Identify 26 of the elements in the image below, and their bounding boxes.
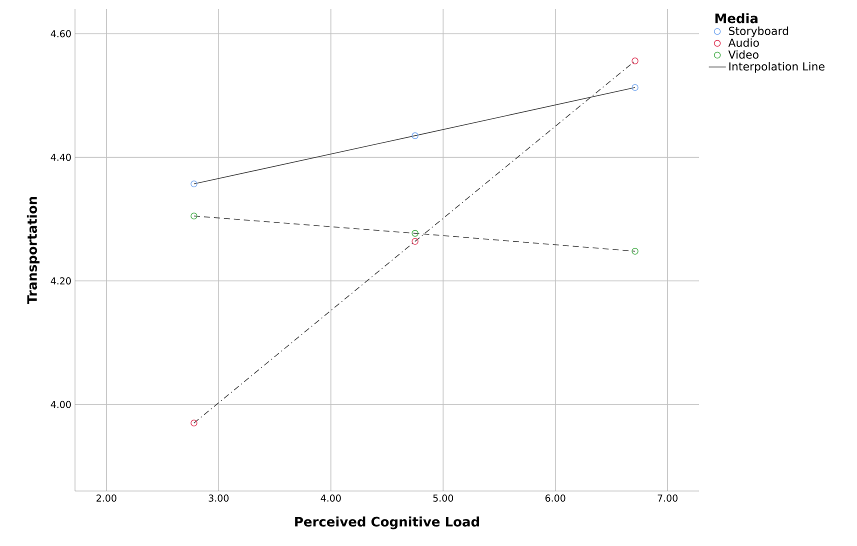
legend-label: Video (728, 50, 758, 59)
x-tick-label: 6.00 (545, 494, 566, 502)
legend-label: Storyboard (728, 26, 788, 38)
y-tick-label: 4.20 (50, 277, 71, 284)
y-tick-label: 4.40 (50, 154, 71, 161)
point (190, 180, 198, 188)
x-tick-label: 7.00 (658, 494, 678, 502)
y-tick-label: 4.00 (50, 400, 71, 408)
point (632, 84, 638, 91)
point (412, 132, 418, 140)
x-tick-label: 3.00 (208, 494, 229, 502)
x-tick-label: 4.00 (320, 494, 341, 502)
y-tick-label: 4.60 (50, 30, 71, 38)
point (190, 212, 198, 220)
point (632, 58, 638, 64)
point (412, 238, 418, 245)
x-axis-title: Perceived Cognitive Load (295, 516, 479, 530)
point (190, 420, 198, 426)
legend-label: Interpolation Line (729, 62, 824, 73)
x-tick-label: 2.00 (96, 494, 116, 502)
x-tick-label: 5.00 (433, 494, 454, 502)
point (632, 248, 638, 255)
legend-title: Media (715, 13, 758, 24)
point (412, 230, 418, 237)
legend-label: Audio (728, 38, 759, 47)
y-axis-title: Transportation (26, 196, 40, 304)
